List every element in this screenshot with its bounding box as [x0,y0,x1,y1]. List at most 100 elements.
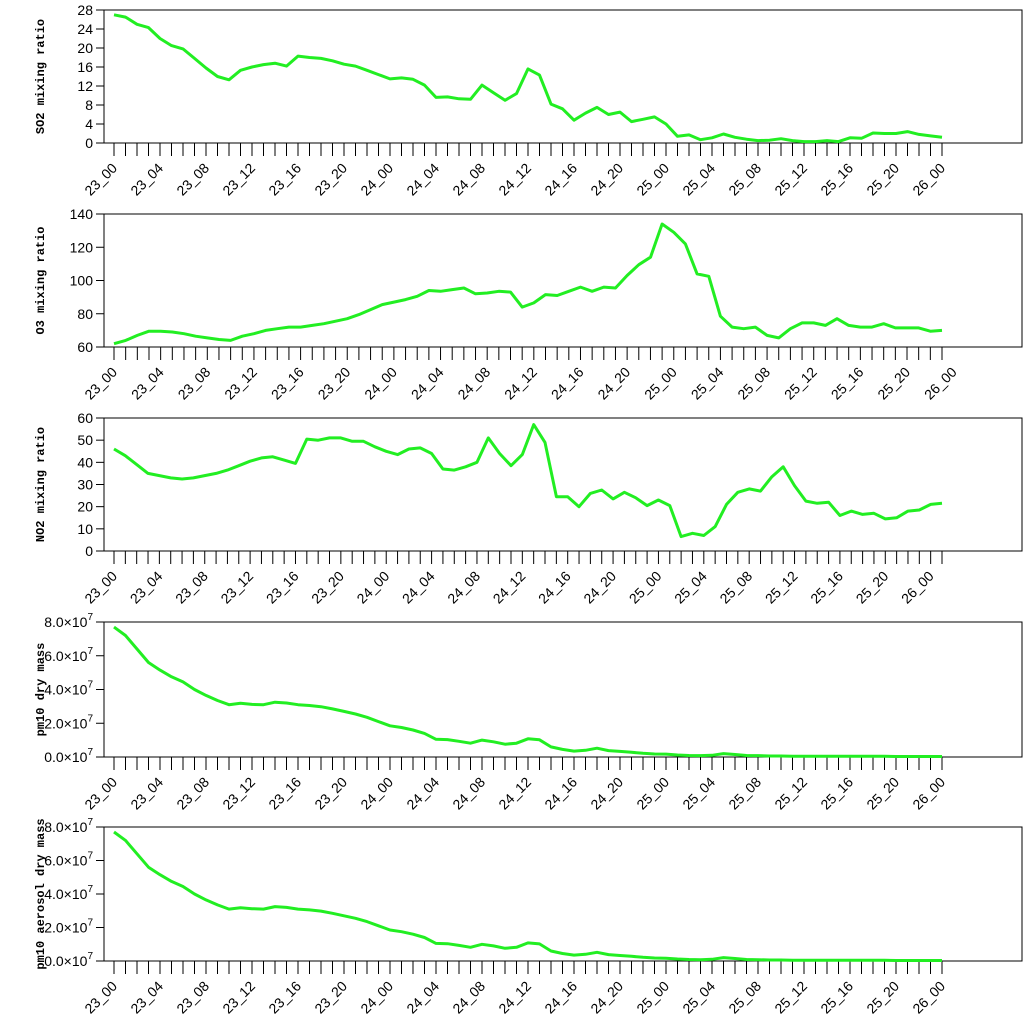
y-tick-label: 30 [77,477,93,493]
y-tick-label: 12 [77,78,93,94]
x-tick-label: 24_16 [541,774,580,813]
x-tick-label: 25_08 [725,774,764,813]
x-tick-label: 25_04 [688,364,727,403]
x-tick-label: 24_08 [444,568,483,607]
y-tick-label: 20 [77,40,93,56]
x-tick-label: 23_00 [81,160,120,199]
x-tick-label: 25_16 [828,364,867,403]
y-tick-label: 0.0×107 [44,747,93,765]
x-tick-label: 23_04 [127,978,166,1017]
x-tick-label: 23_20 [311,160,350,199]
y-tick-label: 120 [70,239,94,255]
x-tick-label: 23_04 [127,160,166,199]
y-axis-label: O3 mixing ratio [34,226,48,334]
x-tick-label: 25_20 [863,774,902,813]
y-tick-label: 8.0×107 [44,817,93,835]
x-tick-label: 24_08 [449,160,488,199]
y-axis-label: SO2 mixing ratio [34,19,48,134]
x-tick-label: 24_12 [495,774,534,813]
x-tick-label: 23_00 [81,774,120,813]
x-tick-label: 26_00 [909,978,948,1017]
x-tick-label: 24_08 [449,774,488,813]
y-tick-label: 20 [77,499,93,515]
x-tick-label: 25_08 [716,568,755,607]
x-tick-label: 24_04 [408,364,447,403]
x-tick-label: 23_08 [172,568,211,607]
x-tick-label: 25_12 [781,364,820,403]
x-tick-label: 24_12 [495,160,534,199]
x-tick-label: 25_08 [725,978,764,1017]
x-tick-label: 23_08 [173,160,212,199]
chart-panel-1: 0 4 8 12 16 20 24 28 23_00 23_04 23_08 23_12 23_16 23… [34,2,1023,199]
x-tick-label: 25_20 [863,160,902,199]
x-tick-label: 25_20 [874,364,913,403]
y-tick-label: 8.0×107 [44,612,93,630]
x-tick-label: 25_00 [626,568,665,607]
y-tick-label: 16 [77,59,93,75]
y-axis-label: pm10 dry mass [34,643,48,737]
y-tick-label: 4.0×107 [44,884,93,902]
y-tick-label: 140 [70,206,94,222]
x-tick-label: 24_20 [587,774,626,813]
x-tick-label: 25_12 [771,978,810,1017]
x-tick-label: 25_04 [679,774,718,813]
series-line [113,13,943,144]
x-tick-label: 25_00 [633,160,672,199]
x-tick-label: 25_00 [633,978,672,1017]
x-tick-label: 23_16 [265,774,304,813]
y-tick-label: 28 [77,2,93,18]
plot-frame [103,213,1023,348]
x-tick-label: 23_12 [219,774,258,813]
chart-panel-3: 0 10 20 30 40 50 60 23_00 23_04 23_08 23_12 23_16 23… [34,410,1023,607]
series-line [113,423,943,539]
plot-frame [103,9,1023,144]
x-tick-label: 23_16 [268,364,307,403]
x-tick-label: 25_20 [853,568,892,607]
x-tick-label: 24_20 [580,568,619,607]
y-tick-label: 10 [77,521,93,537]
x-tick-label: 23_00 [81,978,120,1017]
y-tick-label: 4 [85,116,93,132]
x-tick-label: 24_00 [357,160,396,199]
x-tick-label: 25_04 [679,160,718,199]
y-tick-label: 80 [77,306,93,322]
x-tick-label: 26_00 [921,364,960,403]
y-tick-label: 6.0×107 [44,851,93,869]
x-tick-label: 23_20 [315,364,354,403]
x-tick-label: 23_16 [263,568,302,607]
y-tick-label: 4.0×107 [44,680,93,698]
x-tick-label: 24_00 [357,978,396,1017]
y-tick-label: 0 [85,135,93,151]
x-tick-label: 24_16 [541,978,580,1017]
x-tick-label: 24_00 [361,364,400,403]
x-tick-label: 24_20 [587,160,626,199]
x-tick-label: 25_16 [817,774,856,813]
x-tick-label: 23_04 [127,568,166,607]
chart-panel-4: 0.0×107 2.0×107 4.0×107 6.0×107 8.0×107 23_00… [34,612,1023,813]
x-tick-label: 25_00 [633,774,672,813]
y-tick-label: 0.0×107 [44,951,93,969]
x-tick-label: 25_20 [863,978,902,1017]
x-tick-label: 25_08 [725,160,764,199]
x-tick-label: 24_08 [454,364,493,403]
plot-frame [103,417,1023,552]
chart-panel-2: 60 80 100 120 140 23_00 23_04 23_08 23_12 23_16 23… [34,206,1023,403]
x-tick-label: 24_04 [403,160,442,199]
y-tick-label: 50 [77,432,93,448]
x-tick-label: 23_12 [219,978,258,1017]
y-tick-label: 6.0×107 [44,646,93,664]
x-tick-label: 25_12 [771,774,810,813]
x-tick-label: 24_16 [535,568,574,607]
x-tick-label: 23_00 [81,364,120,403]
x-tick-label: 23_20 [311,774,350,813]
x-tick-label: 25_04 [671,568,710,607]
series-line [113,625,942,758]
x-tick-label: 23_12 [221,364,260,403]
series-line [113,830,942,962]
x-tick-label: 23_08 [175,364,214,403]
x-tick-label: 23_16 [265,978,304,1017]
y-axis-label: NO2 mixing ratio [34,427,48,542]
x-tick-label: 24_16 [541,160,580,199]
plot-frame [103,826,1023,962]
series-line [113,222,943,346]
